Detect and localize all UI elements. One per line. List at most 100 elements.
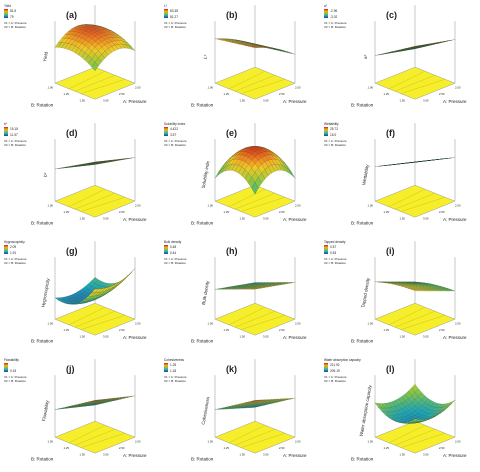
legend-min: 81.27	[170, 15, 178, 19]
tick-label-a: 3.00	[263, 216, 269, 220]
tick-label-b: 1.25	[384, 446, 390, 450]
panel-label: (g)	[66, 246, 78, 256]
axis-label-b: B: Rotation	[351, 220, 374, 225]
legend-factor-b: X2 = B: Rotation	[324, 25, 346, 29]
tick-label-b: 1.00	[48, 322, 54, 326]
axis-label-z: Yield	[42, 51, 49, 62]
legend-factor-b: X2 = B: Rotation	[164, 25, 186, 29]
surface-cell	[411, 289, 419, 292]
tick-label-a: 2.50	[279, 92, 285, 96]
tick-label-b: 1.25	[64, 446, 70, 450]
tick-label-a: 3.00	[103, 452, 109, 456]
tick-label-b: 1.00	[208, 440, 214, 444]
legend-factor-b: X2 = B: Rotation	[4, 261, 26, 265]
legend-min: 3.57	[170, 133, 176, 137]
legend-factor-a: X1 = A: Pressure	[4, 139, 27, 143]
floor-contour	[234, 75, 276, 92]
legend-max: 1.25	[170, 363, 176, 367]
tick-label-a: 3.00	[103, 334, 109, 338]
tick-label-a: 2.00	[135, 204, 141, 208]
tick-label-b: 1.25	[224, 328, 230, 332]
legend-factor-a: X1 = A: Pressure	[4, 21, 27, 25]
tick-label-b: 1.25	[224, 210, 230, 214]
legend-factor-b: X2 = B: Rotation	[324, 261, 346, 265]
floor-contour	[234, 429, 276, 446]
legend-min: 0.53	[330, 251, 336, 255]
legend-factor-a: X1 = A: Pressure	[4, 257, 27, 261]
legend-factor-b: X2 = B: Rotation	[164, 143, 186, 147]
legend-min: 1.18	[170, 369, 176, 373]
tick-label-a: 2.00	[295, 204, 301, 208]
legend-factor-b: X2 = B: Rotation	[324, 143, 346, 147]
floor-contour	[74, 311, 116, 328]
tick-label-b: 1.50	[80, 216, 86, 220]
tick-label-b: 1.00	[208, 86, 214, 90]
axis-label-a: A: Pressure	[443, 453, 467, 458]
legend-factor-b: X2 = B: Rotation	[164, 261, 186, 265]
axis-label-a: A: Pressure	[283, 217, 307, 222]
axis-label-a: A: Pressure	[443, 99, 467, 104]
axis-label-z: Wettability	[361, 163, 370, 185]
legend-factor-b: X2 = B: Rotation	[324, 379, 346, 383]
axis-label-b: B: Rotation	[191, 102, 214, 107]
legend-title: a*	[324, 4, 328, 8]
legend-min: 0.15	[10, 369, 16, 373]
surface	[214, 282, 296, 290]
tick-label-b: 1.25	[384, 92, 390, 96]
panel-label: (e)	[226, 128, 237, 138]
axis-label-z: Bulk density	[201, 280, 210, 306]
axis-label-z: a*	[363, 54, 369, 59]
tick-label-a: 3.00	[103, 98, 109, 102]
tick-label-b: 1.25	[64, 92, 70, 96]
legend-title: Yield	[4, 4, 11, 8]
tick-label-a: 3.00	[423, 452, 429, 456]
tick-label-a: 3.00	[423, 216, 429, 220]
axis-label-z: b*	[43, 172, 49, 177]
legend-title: Tapped density	[324, 240, 346, 244]
floor-contour	[234, 193, 276, 210]
legend-title: Hygroscopicity	[4, 240, 25, 244]
surface	[54, 268, 136, 305]
axis-label-z: Hygroscopicity	[41, 277, 51, 307]
floor-contour	[394, 193, 436, 210]
axis-label-a: A: Pressure	[283, 335, 307, 340]
surface	[54, 395, 136, 410]
legend-colorbar	[164, 245, 168, 254]
axis-label-b: B: Rotation	[31, 456, 54, 461]
surface-cell	[251, 182, 259, 195]
tick-label-b: 1.25	[64, 328, 70, 332]
floor-contour	[68, 307, 106, 325]
axis-label-b: B: Rotation	[191, 338, 214, 343]
floor-contour	[394, 311, 436, 328]
floor-contour	[400, 197, 446, 212]
tick-label-a: 2.00	[135, 322, 141, 326]
legend-max: 83.38	[170, 9, 178, 13]
floor-contour	[228, 307, 266, 325]
legend-min: 1.91	[10, 251, 16, 255]
tick-label-b: 1.00	[368, 86, 374, 90]
tick-label-a: 2.00	[455, 204, 461, 208]
legend-max: 211.92	[330, 363, 340, 367]
floor-contour	[68, 71, 106, 89]
floor-contour	[240, 315, 286, 330]
tick-label-b: 1.50	[240, 98, 246, 102]
tick-label-b: 1.50	[400, 452, 406, 456]
surface	[54, 157, 136, 170]
panel-label: (i)	[386, 246, 395, 256]
legend-factor-b: X2 = B: Rotation	[164, 379, 186, 383]
tick-label-b: 1.50	[80, 98, 86, 102]
tick-label-a: 2.00	[455, 86, 461, 90]
legend-max: 25.72	[330, 127, 338, 131]
surface-cell	[288, 169, 296, 179]
floor-contour	[400, 79, 446, 94]
tick-label-b: 1.50	[400, 216, 406, 220]
tick-label-a: 2.00	[135, 86, 141, 90]
legend-factor-a: X1 = A: Pressure	[324, 21, 347, 25]
tick-label-a: 3.00	[423, 98, 429, 102]
legend-min: 209.19	[330, 369, 340, 373]
